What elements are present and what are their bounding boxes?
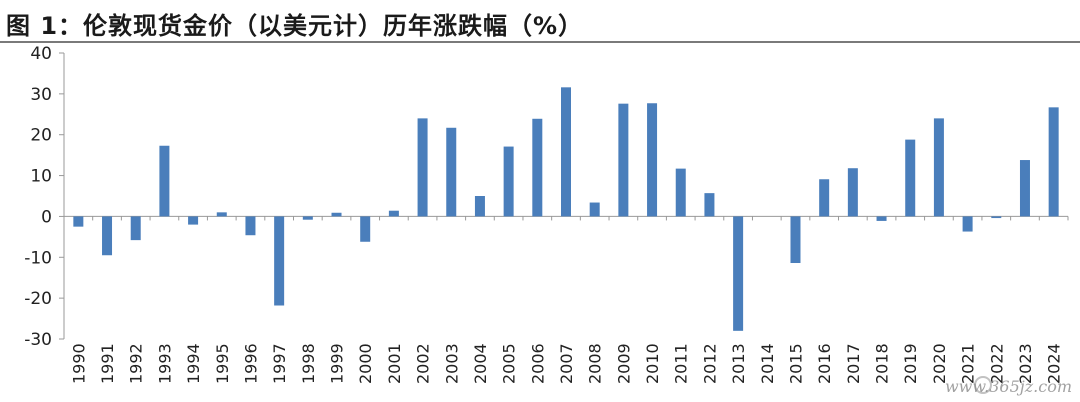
bar-2022 (991, 216, 1002, 219)
x-tick-label: 2010 (643, 343, 662, 384)
bar-2000 (360, 216, 371, 242)
bar-2004 (474, 196, 485, 217)
x-tick-label: 2019 (901, 343, 920, 384)
x-tick-label: 2000 (356, 343, 375, 384)
bar-1995 (216, 212, 227, 217)
y-tick-label: -20 (24, 289, 52, 309)
bar-2012 (704, 193, 715, 217)
bar-2002 (417, 118, 428, 217)
x-tick-label: 1997 (270, 343, 289, 384)
x-tick-label: 2011 (672, 343, 691, 384)
x-tick-label: 2023 (1016, 343, 1035, 384)
x-tick-label: 2022 (987, 343, 1006, 384)
bar-1994 (188, 216, 199, 225)
bar-2010 (647, 103, 658, 217)
x-tick-label: 1991 (98, 343, 117, 384)
bar-2018 (876, 216, 887, 221)
x-tick-label: 2013 (729, 343, 748, 384)
bar-2017 (847, 168, 858, 217)
x-tick-label: 2009 (614, 343, 633, 384)
bar-1992 (130, 216, 141, 241)
x-tick-label: 1990 (69, 343, 88, 384)
watermark-logo-icon (974, 376, 992, 394)
y-tick-label: -10 (24, 248, 52, 268)
bar-2015 (790, 216, 801, 264)
bar-2021 (962, 216, 973, 232)
x-tick-label: 2012 (700, 343, 719, 384)
bar-1991 (102, 216, 113, 256)
x-tick-label: 2016 (815, 343, 834, 384)
bar-2024 (1048, 107, 1059, 217)
bar-2006 (532, 118, 543, 217)
x-tick-label: 1998 (299, 343, 318, 384)
x-tick-label: 2024 (1045, 343, 1064, 384)
x-tick-label: 2008 (586, 343, 605, 384)
x-tick-label: 1995 (213, 343, 232, 384)
bar-1993 (159, 145, 170, 217)
y-tick-label: 10 (30, 167, 52, 187)
x-tick-label: 1994 (184, 343, 203, 384)
x-tick-label: 2018 (873, 343, 892, 384)
bar-2007 (561, 87, 571, 217)
bar-2016 (819, 179, 830, 217)
x-tick-label: 1996 (241, 343, 260, 384)
x-tick-label: 2003 (442, 343, 461, 384)
y-tick-label: 20 (30, 126, 52, 146)
x-tick-label: 1999 (328, 343, 347, 384)
bar-1999 (331, 212, 342, 217)
bar-1997 (274, 216, 285, 306)
y-tick-label: 0 (41, 207, 52, 227)
bar-2005 (503, 146, 514, 217)
y-tick-label: 30 (30, 85, 52, 105)
watermark: www.365jz.com (944, 377, 1072, 396)
y-tick-label: -30 (24, 330, 52, 350)
bar-2011 (675, 168, 686, 217)
x-tick-label: 2004 (471, 343, 490, 384)
x-tick-label: 2006 (528, 343, 547, 384)
x-tick-label: 2021 (959, 343, 978, 384)
bar-2008 (589, 202, 600, 217)
bar-2003 (446, 127, 457, 217)
bar-1996 (245, 216, 256, 236)
bar-2019 (905, 139, 916, 217)
x-tick-label: 2001 (385, 343, 404, 384)
title-divider (0, 41, 1080, 43)
x-tick-label: 2017 (844, 343, 863, 384)
bar-1990 (73, 216, 84, 227)
x-tick-label: 1992 (127, 343, 146, 384)
bar-2023 (1019, 160, 1030, 217)
bar-2013 (733, 216, 744, 331)
x-tick-label: 2005 (500, 343, 519, 384)
x-tick-label: 2015 (786, 343, 805, 384)
chart-title: 图 1：伦敦现货金价（以美元计）历年涨跌幅（%） (6, 12, 584, 40)
title-bar: 图 1：伦敦现货金价（以美元计）历年涨跌幅（%） (0, 0, 1080, 43)
x-tick-label: 2007 (557, 343, 576, 384)
y-tick-label: 40 (30, 44, 52, 64)
bar-2020 (933, 118, 944, 217)
x-tick-label: 2020 (930, 343, 949, 384)
x-tick-label: 2002 (414, 343, 433, 384)
bar-2001 (388, 210, 399, 217)
bar-2009 (618, 103, 629, 217)
x-tick-label: 2014 (758, 343, 777, 384)
bar-1998 (302, 216, 313, 220)
x-tick-label: 1993 (155, 343, 174, 384)
